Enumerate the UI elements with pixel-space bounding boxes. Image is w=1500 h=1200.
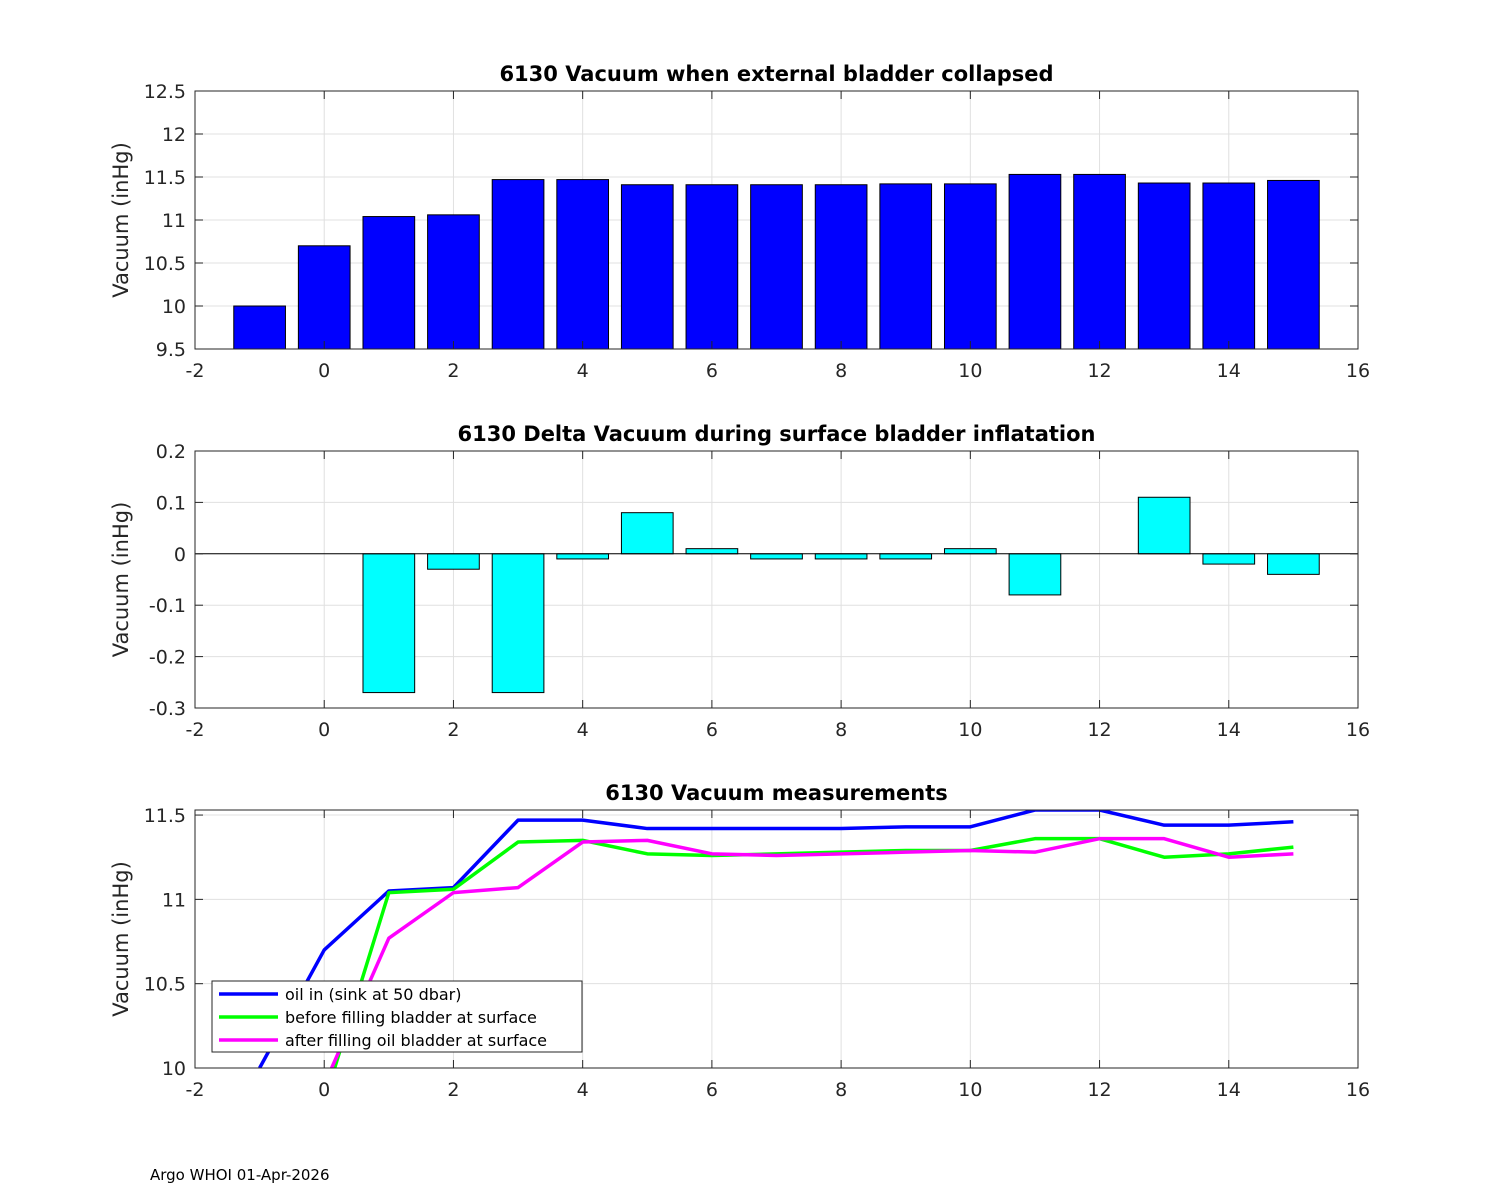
x-tick-label: 8 [835, 1079, 847, 1101]
x-tick-label: 4 [577, 360, 589, 382]
y-tick-label: 11.5 [144, 167, 186, 189]
bar [362, 216, 416, 349]
bar [1137, 182, 1191, 349]
bar [685, 548, 739, 555]
y-tick-label: -0.1 [149, 595, 186, 617]
x-tick-label: 8 [835, 719, 847, 741]
y-tick-label: 10.5 [144, 974, 186, 996]
axes-box [194, 450, 1359, 709]
x-tick-label: 12 [1087, 719, 1111, 741]
y-tick-label: 0 [174, 544, 186, 566]
y-tick-label: 10.5 [144, 253, 186, 275]
vacuum-collapsed-chart: -2 0 2 4 6 8 10 12 14 16 9.5 10 10.5 11 11.5 12 12.5 6130… [109, 62, 1370, 382]
bar [1267, 553, 1320, 575]
delta-vacuum-chart: -2 0 2 4 6 8 10 12 14 16 -0.3 -0.2 -0.1 0 0.1 0.2 6130 D… [109, 422, 1370, 741]
bar [1267, 179, 1320, 349]
x-tick-label: 2 [447, 719, 459, 741]
y-tick-label: 12.5 [144, 81, 186, 103]
bar [879, 553, 933, 560]
y-tick-label: 11.5 [144, 805, 186, 827]
x-tick-label: 12 [1087, 1079, 1111, 1101]
bar [491, 553, 545, 694]
y-tick-label: -0.3 [149, 698, 186, 720]
bar [297, 245, 351, 349]
x-tick-label: 4 [577, 719, 589, 741]
x-tick-label: 14 [1217, 1079, 1241, 1101]
bar [1202, 553, 1256, 565]
y-tick-label: 10 [162, 1058, 186, 1080]
y-tick-label: 9.5 [156, 339, 186, 361]
x-tick-label: 2 [447, 1079, 459, 1101]
bar [491, 179, 545, 349]
bar [233, 305, 286, 349]
bar [1008, 173, 1062, 349]
y-tick-label: 0.1 [156, 492, 186, 514]
bar [943, 548, 997, 555]
data-layer [258, 810, 1294, 1068]
bar [943, 183, 997, 349]
x-tick-label: 16 [1346, 719, 1370, 741]
data-layer [233, 173, 1320, 349]
x-tick-label: 2 [447, 360, 459, 382]
chart-title: 6130 Vacuum when external bladder collap… [499, 62, 1053, 86]
y-axis-label: Vacuum (inHg) [109, 861, 133, 1017]
footer-credit: Argo WHOI 01-Apr-2026 [150, 1166, 330, 1184]
bar [814, 553, 868, 560]
y-axis-label: Vacuum (inHg) [109, 142, 133, 298]
y-tick-label: 11 [162, 889, 186, 911]
chart-title: 6130 Delta Vacuum during surface bladder… [458, 422, 1096, 446]
series-line [329, 836, 1294, 1068]
bar [1137, 496, 1191, 555]
y-tick-label: 12 [162, 124, 186, 146]
y-tick-label: -0.2 [149, 647, 186, 669]
bar [427, 214, 480, 349]
x-tick-label: 6 [706, 719, 718, 741]
bar [620, 512, 674, 555]
x-tick-label: -2 [186, 360, 205, 382]
bar [427, 553, 480, 570]
x-tick-label: 16 [1346, 360, 1370, 382]
bar [879, 183, 933, 349]
x-tick-label: 8 [835, 360, 847, 382]
x-tick-label: -2 [186, 1079, 205, 1101]
x-tick-label: 6 [706, 360, 718, 382]
x-tick-label: 10 [958, 719, 982, 741]
x-tick-label: 6 [706, 1079, 718, 1101]
x-tick-label: 14 [1217, 719, 1241, 741]
bar [750, 184, 803, 349]
legend: oil in (sink at 50 dbar) before filling b… [211, 980, 583, 1053]
y-tick-label: 11 [162, 210, 186, 232]
bar [1073, 173, 1126, 349]
x-tick-label: 16 [1346, 1079, 1370, 1101]
bar [362, 553, 416, 694]
vacuum-measurements-chart: -2 0 2 4 6 8 10 12 14 16 10 10.5 11 11.5 6130 Vacuum m… [109, 781, 1370, 1101]
bar [685, 184, 739, 349]
x-tick-label: 4 [577, 1079, 589, 1101]
bar [1202, 182, 1256, 349]
bar [1008, 553, 1062, 596]
chart-title: 6130 Vacuum measurements [605, 781, 948, 805]
x-tick-label: 10 [958, 1079, 982, 1101]
x-tick-label: 10 [958, 360, 982, 382]
y-axis-label: Vacuum (inHg) [109, 502, 133, 658]
legend-label: oil in (sink at 50 dbar) [285, 985, 462, 1004]
x-tick-label: -2 [186, 719, 205, 741]
x-tick-label: 0 [318, 1079, 330, 1101]
y-tick-label: 10 [162, 296, 186, 318]
bar [750, 553, 803, 560]
x-tick-label: 14 [1217, 360, 1241, 382]
legend-label: after filling oil bladder at surface [285, 1031, 547, 1050]
bar [556, 553, 610, 560]
bar [620, 184, 674, 349]
axes-box [194, 809, 1359, 1069]
x-tick-label: 0 [318, 360, 330, 382]
legend-label: before filling bladder at surface [285, 1008, 537, 1027]
bar [814, 184, 868, 349]
x-tick-label: 0 [318, 719, 330, 741]
bar [556, 179, 610, 349]
y-tick-label: 0.2 [156, 441, 186, 463]
data-layer [362, 496, 1320, 694]
x-tick-label: 12 [1087, 360, 1111, 382]
